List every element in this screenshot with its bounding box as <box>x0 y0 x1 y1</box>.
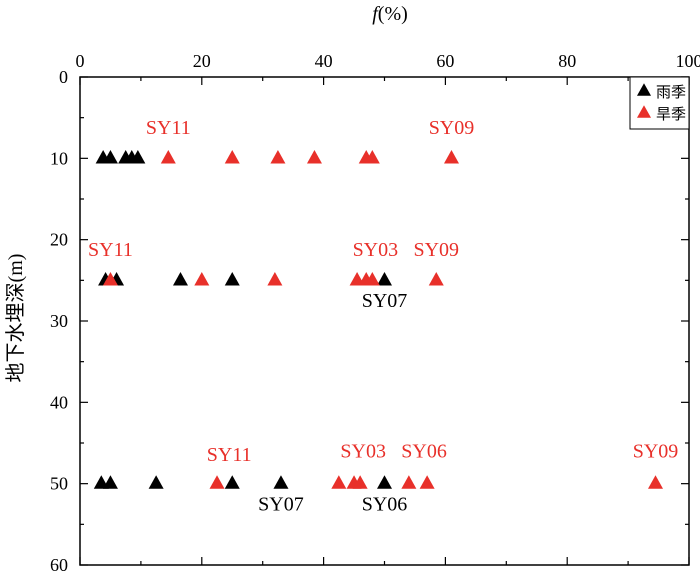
point-label: SY11 <box>88 239 133 261</box>
data-point <box>130 149 146 164</box>
y-tick-label: 40 <box>50 392 68 412</box>
legend-marker <box>637 83 651 96</box>
y-tick-label: 10 <box>50 148 68 168</box>
y-tick-label: 20 <box>50 230 68 250</box>
y-tick-label: 0 <box>59 67 68 87</box>
point-label: SY09 <box>633 441 679 463</box>
data-point <box>428 271 444 286</box>
point-label: SY06 <box>401 441 447 463</box>
data-point <box>224 475 240 489</box>
legend-label: 旱季 <box>656 105 686 123</box>
x-tick-label: 20 <box>193 51 211 71</box>
annotations: SY11 SY09 SY11 SY03 SY09 SY07 SY11 SY03 SY06 SY09… <box>88 117 678 516</box>
x-axis-title: f(%) <box>372 3 408 25</box>
x-tick-label: 40 <box>315 51 333 71</box>
y-tick-label: 60 <box>50 555 68 572</box>
data-point <box>364 271 380 286</box>
point-label: SY09 <box>429 117 475 139</box>
data-point <box>331 475 347 489</box>
data-point <box>102 149 118 164</box>
point-label: SY07 <box>362 290 408 312</box>
data-point <box>377 475 392 489</box>
point-label: SY03 <box>340 441 386 463</box>
data-point <box>377 271 392 286</box>
data-point <box>270 149 286 164</box>
y-tick-label: 50 <box>50 474 68 494</box>
plot-frame <box>79 76 690 566</box>
data-point <box>224 149 240 164</box>
point-label: SY09 <box>413 239 459 261</box>
data-point <box>648 475 664 489</box>
data-point <box>443 149 459 164</box>
data-point <box>401 475 417 489</box>
plot-border <box>79 76 690 566</box>
x-tick-label: 60 <box>436 51 454 71</box>
legend-marker <box>637 105 651 118</box>
series-dry <box>102 149 664 489</box>
data-point <box>102 271 118 286</box>
legend-label: 雨季 <box>656 83 686 101</box>
point-label: SY11 <box>146 117 191 139</box>
point-label: SY06 <box>362 494 408 516</box>
x-axis-title-unit: (%) <box>378 3 408 25</box>
axis-ticks: 0 20 40 60 80 100 0 10 20 30 40 50 60 <box>50 51 700 572</box>
data-point <box>306 149 322 164</box>
x-tick-label: 0 <box>76 51 85 71</box>
data-point <box>102 475 118 489</box>
y-axis-title: 地下水埋深(m) <box>4 254 27 383</box>
point-label: SY03 <box>353 239 399 261</box>
data-point <box>419 475 435 489</box>
point-label: SY11 <box>207 444 252 466</box>
data-point <box>267 271 283 286</box>
data-point <box>172 271 188 286</box>
data-point <box>224 271 240 286</box>
x-tick-label: 100 <box>676 51 700 71</box>
point-label: SY07 <box>258 494 304 516</box>
series-rainy <box>93 149 392 489</box>
data-point <box>364 149 380 164</box>
legend-box <box>629 76 690 130</box>
x-axis-title-var: f <box>372 3 380 25</box>
x-tick-label: 80 <box>558 51 576 71</box>
data-point <box>209 475 225 489</box>
data-point <box>160 149 176 164</box>
data-point <box>352 475 368 489</box>
data-point <box>194 271 210 286</box>
data-points <box>93 149 664 489</box>
data-point <box>273 475 289 489</box>
y-tick-label: 30 <box>50 311 68 331</box>
data-point <box>148 475 164 489</box>
